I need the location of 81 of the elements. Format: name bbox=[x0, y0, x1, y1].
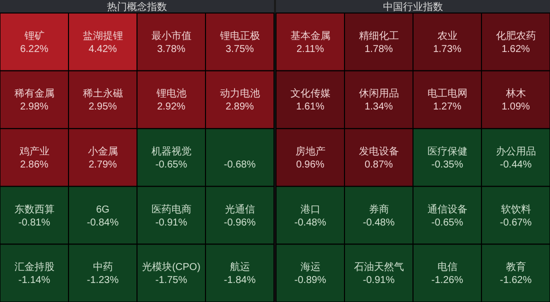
category-label: 海运 bbox=[300, 261, 320, 274]
data-label: -0.84% bbox=[86, 217, 119, 228]
category-label: 石油天然气 bbox=[354, 261, 404, 274]
data-label: -0.89% bbox=[294, 275, 326, 286]
data-label: 0.96% bbox=[296, 160, 325, 170]
category-label: 医药电商 bbox=[151, 203, 192, 216]
category-label: 办公用品 bbox=[496, 146, 536, 158]
data-label: -1.75% bbox=[155, 275, 188, 286]
category-label: 小金属 bbox=[88, 146, 118, 158]
data-label: -0.48% bbox=[362, 217, 395, 228]
data-label: -0.65% bbox=[431, 217, 464, 228]
data-label: -1.26% bbox=[431, 275, 464, 286]
category-label: 汇金持股 bbox=[14, 261, 54, 274]
category-label: 基本金属 bbox=[290, 30, 330, 42]
data-label: 3.75% bbox=[226, 44, 254, 55]
data-label: 2.98% bbox=[20, 102, 49, 113]
data-label: 0.87% bbox=[364, 160, 394, 170]
data-label: -0.44% bbox=[500, 160, 532, 170]
data-label: 1.09% bbox=[502, 102, 530, 113]
category-label: 光模块(CPO) bbox=[142, 261, 200, 274]
data-label: -0.81% bbox=[18, 217, 50, 228]
data-label: 2.79% bbox=[88, 160, 118, 170]
category-label: 医疗保健 bbox=[427, 146, 468, 158]
category-label: 林木 bbox=[504, 88, 526, 100]
category-label: 鸡产业 bbox=[18, 146, 50, 158]
category-label: 精细化工 bbox=[358, 30, 399, 42]
category-label: 6G bbox=[96, 204, 110, 216]
data-label: 1.61% bbox=[296, 102, 325, 113]
category-label: 最小市值 bbox=[151, 30, 192, 42]
category-label: 中药 bbox=[92, 261, 113, 274]
category-label: 软饮料 bbox=[500, 203, 531, 216]
data-label: -0.35% bbox=[431, 160, 464, 170]
data-label: 4.42% bbox=[88, 44, 118, 55]
category-label: 房地产 bbox=[295, 146, 326, 158]
category-label: 文化传媒 bbox=[290, 88, 330, 100]
category-label: 化肥农药 bbox=[496, 30, 536, 42]
category-label: 教育 bbox=[506, 261, 526, 274]
data-label: -1.23% bbox=[86, 275, 119, 286]
category-label: 锂电正极 bbox=[218, 30, 260, 42]
data-label: 1.27% bbox=[433, 102, 462, 113]
data-label: 1.73% bbox=[433, 44, 462, 55]
category-label: 锂电池 bbox=[155, 88, 186, 100]
text: 热门概念指数 bbox=[107, 1, 167, 13]
category-label: 休闲用品 bbox=[358, 88, 399, 100]
data-label: -0.48% bbox=[294, 217, 326, 228]
data-label: 2.92% bbox=[157, 102, 186, 113]
category-label: 稀土永磁 bbox=[82, 88, 123, 100]
data-label: 2.11% bbox=[296, 44, 324, 55]
data-label: 2.86% bbox=[20, 160, 49, 170]
category-label: 盐湖提锂 bbox=[82, 30, 123, 42]
data-label: -0.67% bbox=[500, 217, 532, 228]
data-label: 1.62% bbox=[502, 44, 530, 55]
data-label: -0.91% bbox=[362, 275, 395, 286]
data-label: -1.14% bbox=[18, 275, 50, 286]
data-label: -1.62% bbox=[500, 275, 532, 286]
category-label: 通信设备 bbox=[427, 203, 468, 216]
category-label: 电信 bbox=[437, 261, 458, 274]
text: 中国行业指数 bbox=[383, 1, 443, 13]
category-label: 稀有金属 bbox=[14, 88, 54, 100]
category-label: 动力电池 bbox=[220, 88, 260, 100]
category-label: 港口 bbox=[300, 203, 320, 216]
data-label: -0.65% bbox=[155, 160, 188, 170]
data-label: 1.34% bbox=[364, 102, 394, 113]
category-label: 发电设备 bbox=[358, 146, 399, 158]
data-label: 2.95% bbox=[88, 102, 118, 113]
category-label: 东数西算 bbox=[14, 203, 54, 216]
data-label: 6.22% bbox=[20, 44, 49, 55]
category-label: 机器视觉 bbox=[151, 146, 192, 158]
category-label: 券商 bbox=[368, 203, 389, 216]
data-label: -0.96% bbox=[224, 217, 256, 228]
category-label: 航运 bbox=[230, 261, 250, 274]
category-label: 农业 bbox=[437, 30, 458, 42]
data-label: -0.91% bbox=[155, 217, 188, 228]
data-label: -1.84% bbox=[224, 275, 256, 286]
category-label: 光通信 bbox=[224, 203, 255, 216]
data-label: -0.68% bbox=[224, 160, 256, 170]
category-label: 锂矿 bbox=[23, 30, 44, 42]
data-label: 1.78% bbox=[364, 44, 394, 55]
category-label: 电工电网 bbox=[427, 88, 468, 100]
data-label: 2.89% bbox=[226, 102, 254, 113]
data-label: 3.78% bbox=[157, 44, 186, 55]
